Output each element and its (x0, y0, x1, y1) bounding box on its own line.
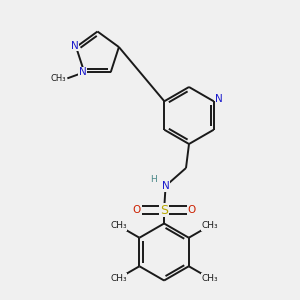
Text: CH₃: CH₃ (51, 74, 66, 83)
Text: CH₃: CH₃ (201, 221, 218, 230)
Text: O: O (132, 205, 140, 215)
Text: CH₃: CH₃ (110, 274, 127, 283)
Text: N: N (79, 67, 87, 77)
Text: H: H (150, 175, 157, 184)
Text: O: O (188, 205, 196, 215)
Text: N: N (215, 94, 223, 104)
Text: N: N (71, 40, 79, 50)
Text: CH₃: CH₃ (110, 221, 127, 230)
Text: S: S (160, 203, 168, 217)
Text: N: N (162, 181, 170, 191)
Text: CH₃: CH₃ (201, 274, 218, 283)
